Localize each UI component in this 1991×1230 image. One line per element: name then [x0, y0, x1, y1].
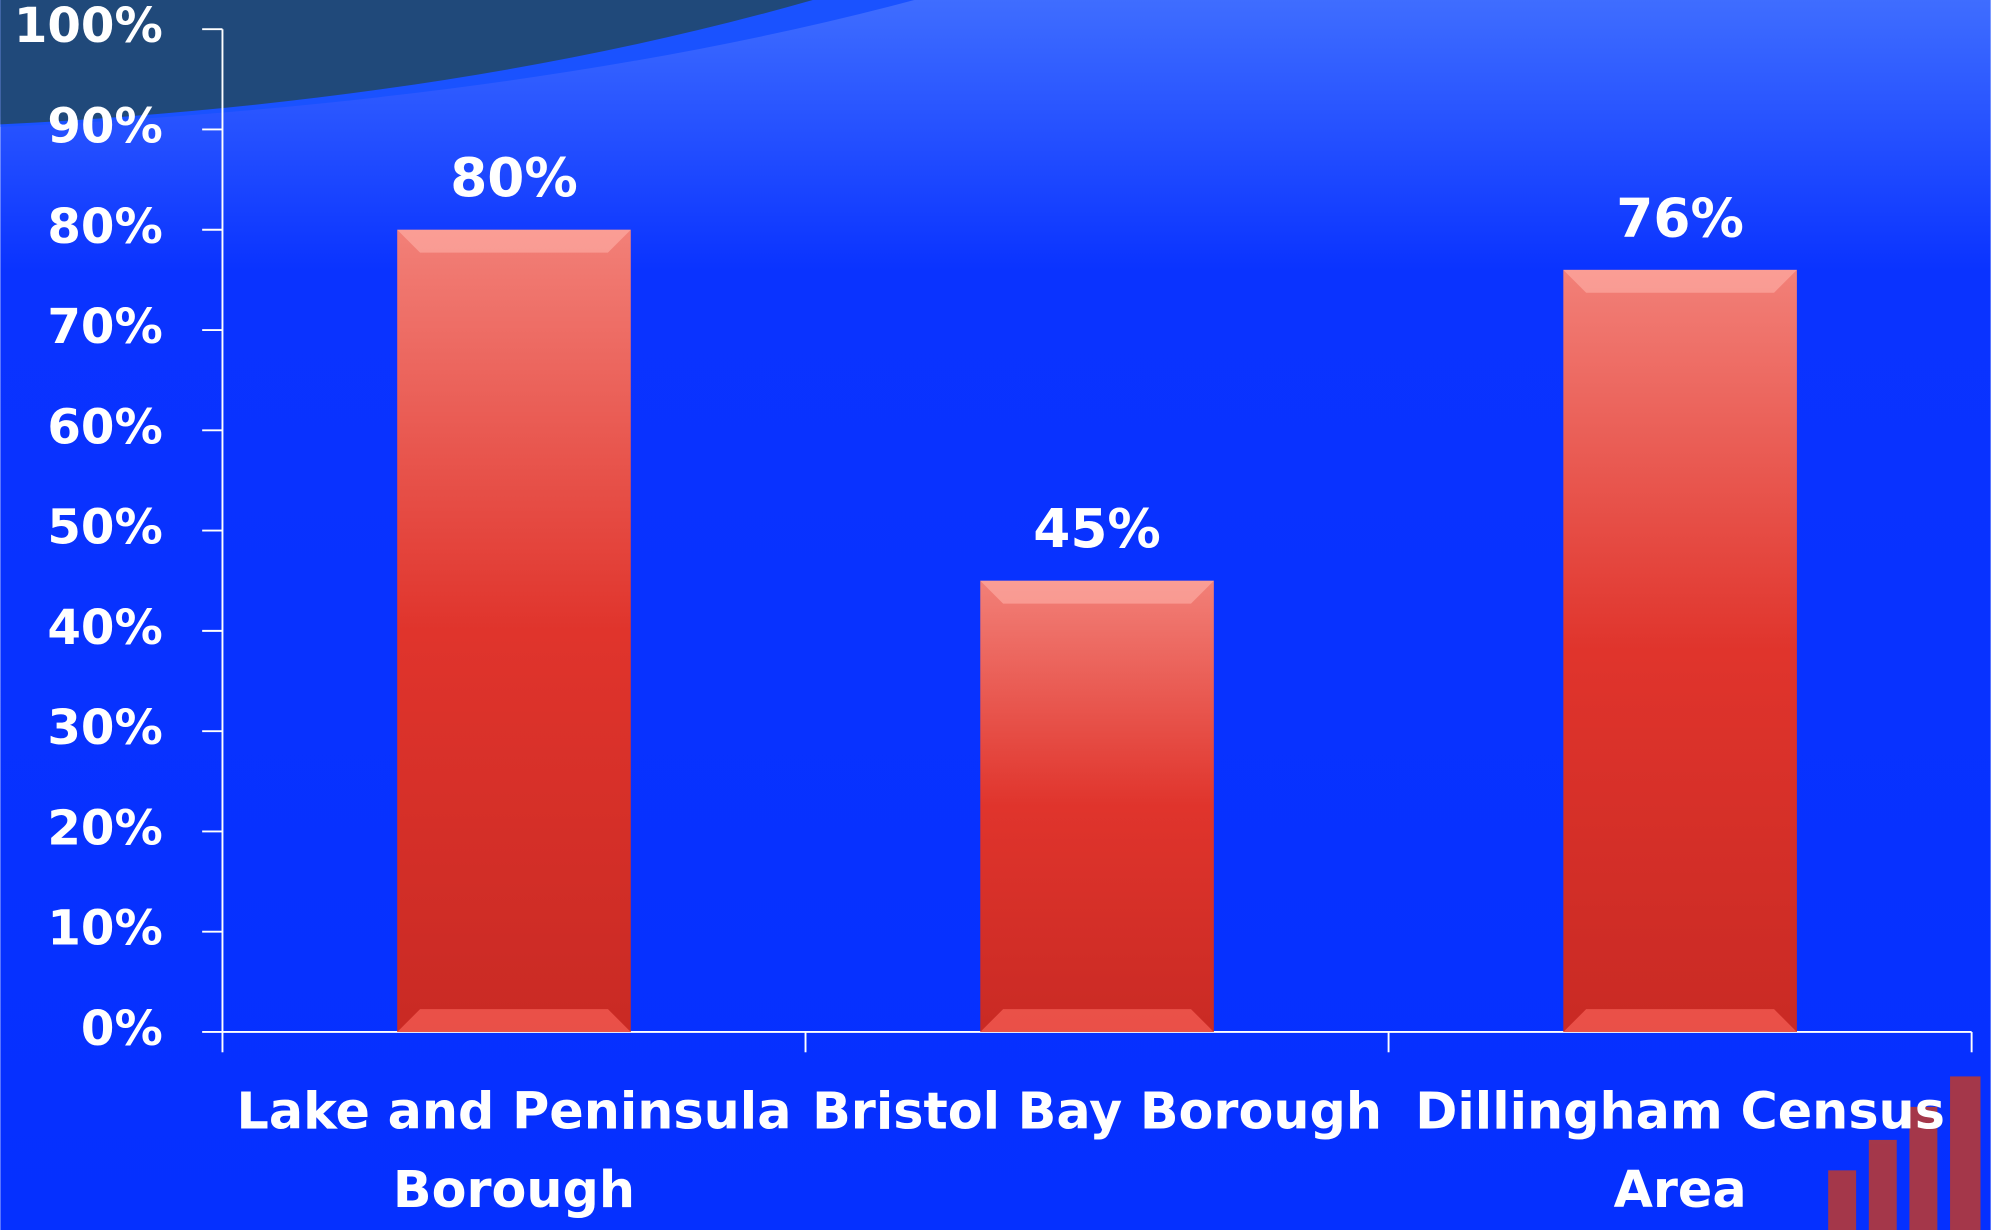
decor-arc — [0, 0, 813, 125]
x-tick-label: Bristol Bay Borough — [812, 1082, 1382, 1142]
y-tick-label: 80% — [47, 199, 162, 255]
x-tick-label: Lake and Peninsula Borough — [236, 1082, 792, 1220]
x-label-box: Bristol Bay Borough — [812, 1082, 1382, 1142]
x-label-box: Dillingham Census Area — [1415, 1082, 1945, 1220]
x-tick-label: Dillingham Census Area — [1415, 1082, 1945, 1220]
bar-bevel — [980, 1009, 1214, 1032]
bar — [980, 580, 1214, 1032]
x-label-box: Lake and Peninsula Borough — [236, 1082, 792, 1220]
bar — [1563, 269, 1797, 1032]
decor-bars — [1828, 1076, 1981, 1230]
y-tick-label: 50% — [47, 500, 162, 556]
bar-bevel — [1563, 269, 1797, 293]
y-tick-label: 40% — [47, 600, 162, 656]
bar-bevel — [980, 580, 1214, 604]
y-tick-label: 90% — [47, 98, 162, 154]
y-tick-label: 100% — [14, 0, 163, 54]
value-label: 45% — [1033, 498, 1161, 560]
y-tick-label: 20% — [47, 800, 162, 856]
value-label: 76% — [1616, 187, 1744, 249]
y-tick-label: 10% — [47, 901, 162, 957]
y-tick-label: 0% — [81, 1001, 163, 1057]
y-tick-label: 30% — [47, 700, 162, 756]
y-tick-label: 60% — [47, 399, 162, 455]
bar-bevel — [1563, 1009, 1797, 1032]
bar-bevel — [397, 1009, 631, 1032]
bar — [397, 229, 631, 1032]
bar-bevel — [397, 229, 631, 253]
y-tick-label: 70% — [47, 299, 162, 355]
value-label: 80% — [450, 147, 578, 209]
